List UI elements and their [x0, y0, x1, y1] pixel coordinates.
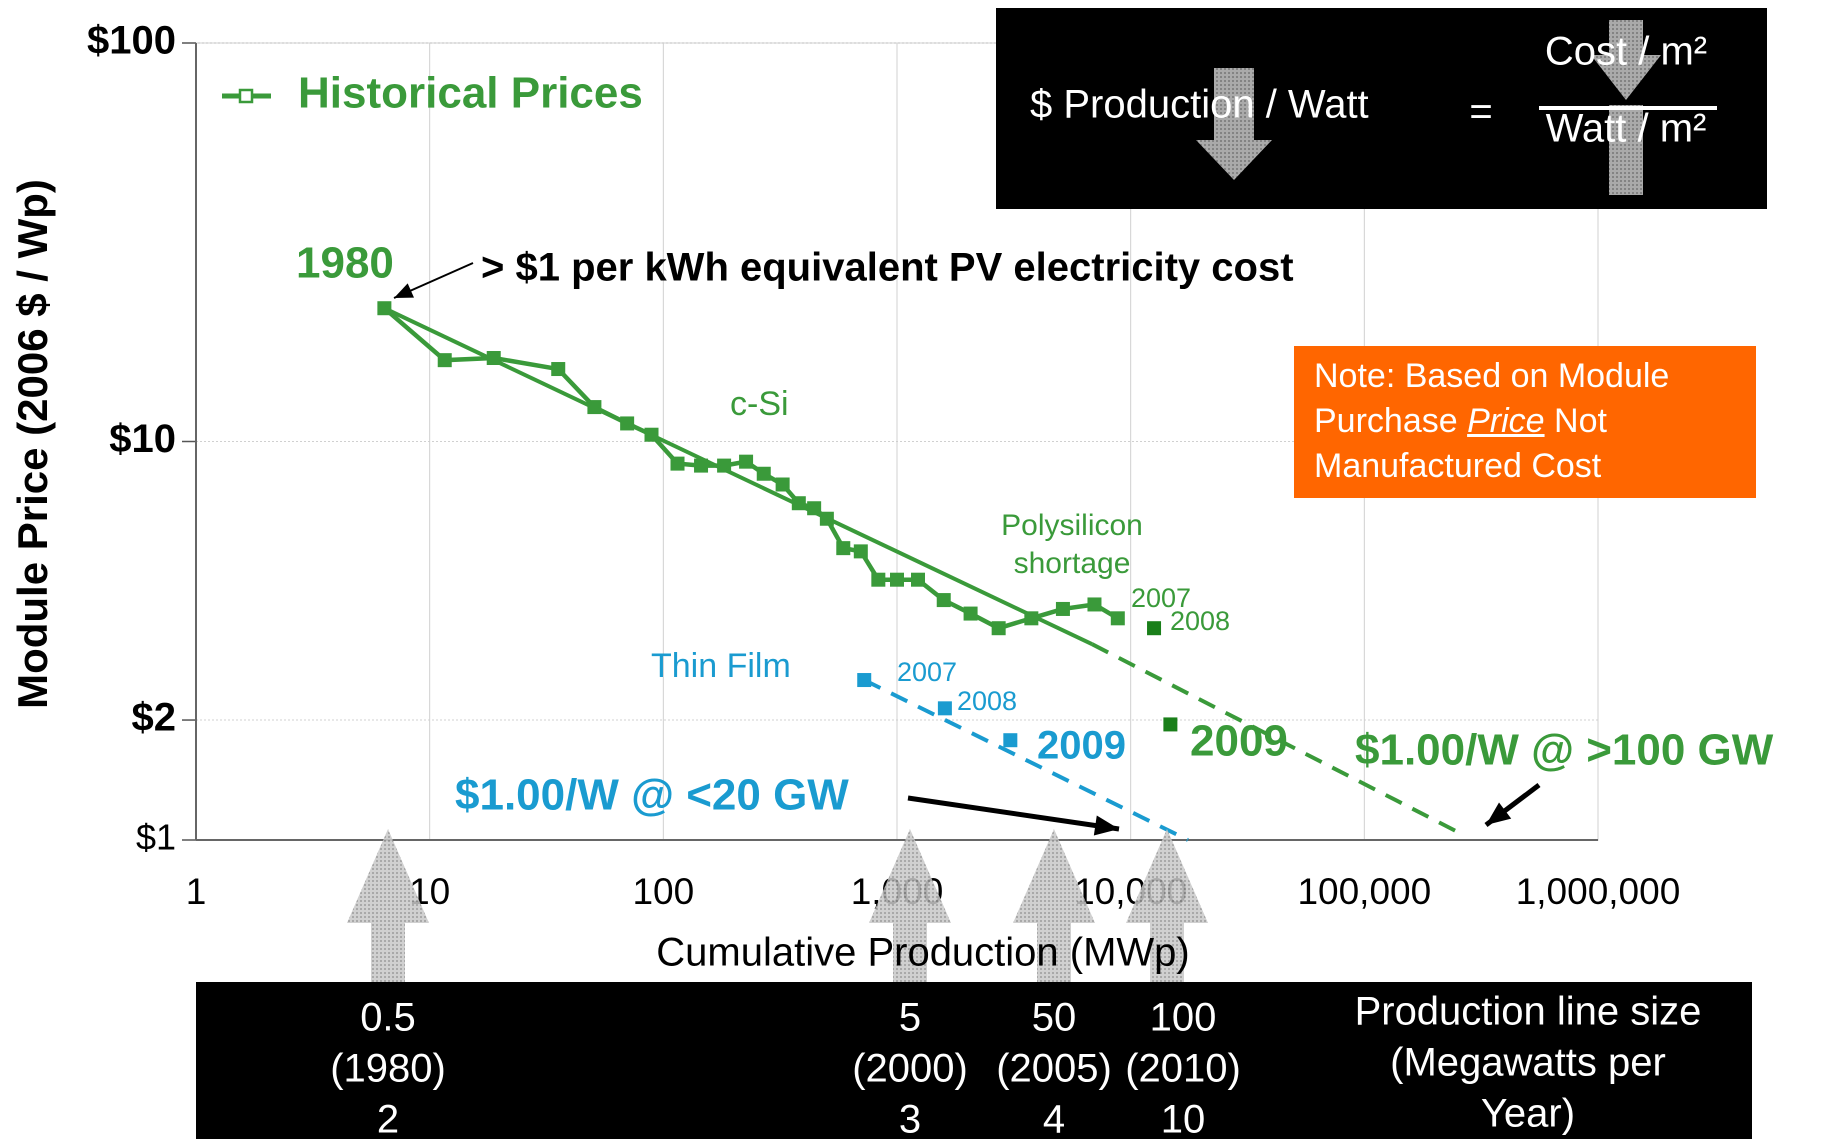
annotation: 2008 — [1170, 606, 1230, 636]
data-point — [437, 353, 452, 368]
production-arrow — [1013, 829, 1095, 982]
legend-label: Historical Prices — [298, 69, 643, 118]
production-table: 0.5 (1980) 2 5 (2000) 3 50 (2005) 4 100 (2010) 10 Pr… — [330, 990, 1701, 1139]
note-line: Manufactured Cost — [1314, 447, 1602, 485]
data-point — [1163, 717, 1178, 732]
equation-denominator: Watt / m² — [1546, 107, 1707, 151]
x-axis-title: Cumulative Production (MWp) — [656, 931, 1190, 975]
production-header: Production line size — [1355, 990, 1702, 1034]
annotation: 2009 — [1037, 724, 1126, 768]
annotation: 2009 — [1190, 717, 1288, 766]
data-point — [670, 456, 685, 471]
production-cell: 10 — [1161, 1098, 1206, 1139]
production-cell: 3 — [899, 1098, 921, 1139]
equation-left: $ Production / Watt — [1030, 83, 1369, 127]
production-arrow — [347, 829, 429, 982]
note-line: Note: Based on Module — [1314, 357, 1670, 395]
data-point — [1087, 597, 1102, 612]
y-tick-label: $100 — [87, 19, 176, 63]
equation-arrows — [1196, 20, 1661, 195]
series-line — [863, 678, 1189, 842]
production-cell: 4 — [1043, 1098, 1065, 1139]
equation-equals: = — [1469, 90, 1492, 134]
production-cell: (1980) — [330, 1047, 446, 1091]
data-point — [890, 572, 904, 587]
annotation: 1980 — [296, 239, 394, 288]
annotation: 2007 — [1131, 583, 1191, 613]
production-cell: 50 — [1032, 996, 1077, 1040]
data-point — [937, 701, 952, 716]
data-point — [1147, 621, 1162, 636]
production-header: (Megawatts per — [1390, 1041, 1666, 1085]
data-point — [853, 544, 868, 559]
note-box: Note: Based on Module Purchase Price Not… — [1294, 346, 1756, 498]
data-point — [836, 541, 851, 556]
data-point — [1055, 601, 1070, 616]
production-cell: 5 — [899, 996, 921, 1040]
production-cell: (2005) — [996, 1047, 1112, 1091]
data-point — [775, 477, 790, 492]
arrow-head — [1486, 802, 1512, 825]
data-point — [963, 606, 978, 621]
production-header: Year) — [1481, 1092, 1575, 1136]
data-point — [1003, 733, 1018, 748]
data-point — [739, 454, 754, 469]
y-tick-label: $2 — [132, 696, 177, 740]
note-line: Purchase Price Not — [1314, 399, 1736, 444]
production-arrow — [1126, 829, 1208, 982]
production-cell: (2010) — [1125, 1047, 1241, 1091]
annotation: Thin Film — [651, 647, 791, 685]
equation-numerator: Cost / m² — [1545, 30, 1707, 74]
annotation-arrow — [907, 795, 1120, 832]
series-line — [383, 306, 1093, 646]
data-point — [551, 362, 566, 377]
x-tick-label: 1 — [186, 871, 207, 912]
note-emphasis: Price — [1467, 402, 1545, 440]
plot-layer: 1101001,00010,000100,0001,000,000$1$2$10… — [87, 19, 1774, 982]
annotation: $1.00/W @ >100 GW — [1355, 726, 1774, 775]
arrow-head — [394, 283, 414, 298]
production-cell: 0.5 — [360, 996, 416, 1040]
production-box — [196, 982, 1752, 1139]
annotation: c-Si — [730, 385, 789, 423]
arrow-head — [1093, 815, 1119, 836]
data-point — [911, 572, 926, 587]
annotation: 2008 — [957, 686, 1017, 716]
y-axis-title: Module Price (2006 $ / Wp) — [9, 179, 56, 709]
legend-marker — [238, 88, 254, 104]
annotation: > $1 per kWh equivalent PV electricity c… — [481, 246, 1294, 290]
data-point — [1110, 611, 1125, 626]
y-tick-label: $1 — [136, 817, 176, 858]
note-text: Not — [1554, 402, 1607, 440]
production-arrow — [869, 829, 951, 982]
x-tick-label: 100,000 — [1297, 871, 1431, 912]
annotation: Polysilicon — [1001, 509, 1143, 542]
x-tick-label: 100 — [632, 871, 694, 912]
annotation: shortage — [1014, 547, 1131, 580]
annotation: 2007 — [897, 657, 957, 687]
x-tick-label: 1,000,000 — [1516, 871, 1681, 912]
data-point — [756, 466, 771, 481]
note-text: Purchase — [1314, 402, 1458, 440]
series-line — [1091, 642, 1462, 835]
production-cell: 100 — [1150, 996, 1217, 1040]
data-point — [936, 593, 951, 608]
y-tick-label: $10 — [109, 417, 176, 461]
annotation: $1.00/W @ <20 GW — [455, 771, 849, 820]
production-cell: (2000) — [852, 1047, 968, 1091]
data-point — [991, 621, 1006, 636]
data-point — [871, 572, 886, 587]
production-cell: 2 — [377, 1098, 399, 1139]
